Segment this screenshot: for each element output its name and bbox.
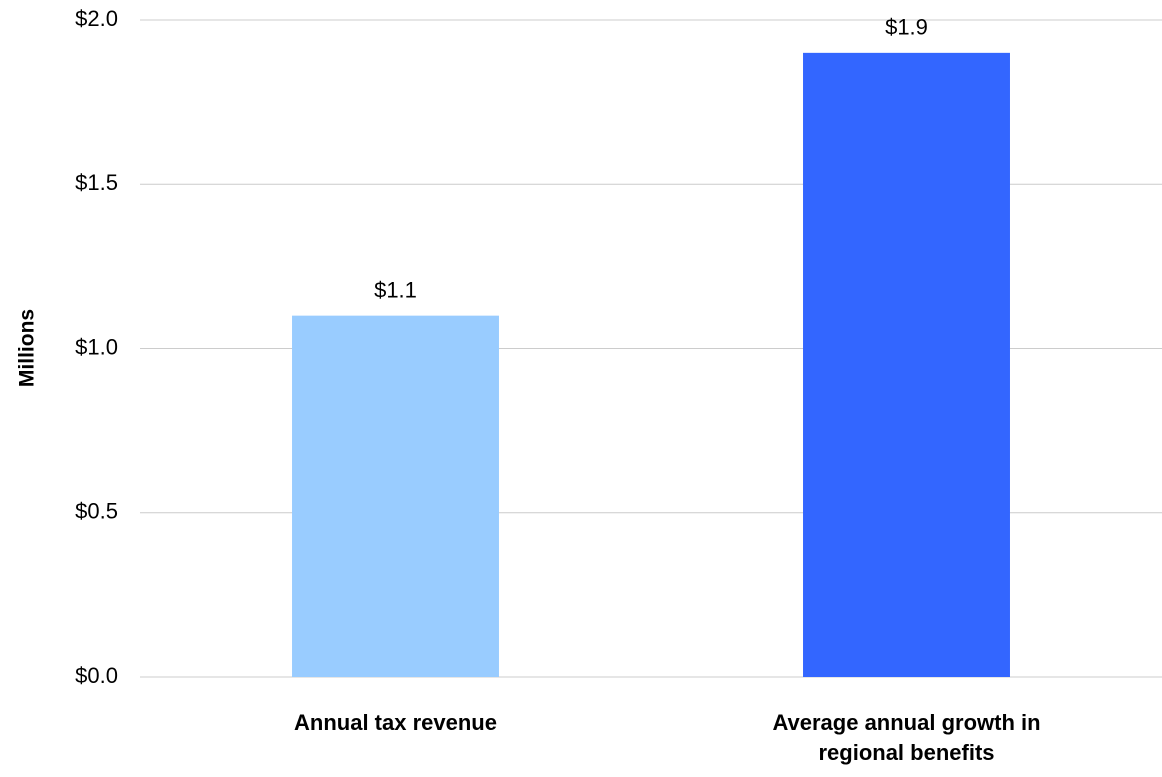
y-tick-label: $1.5 — [75, 170, 118, 195]
y-tick-label: $2.0 — [75, 6, 118, 31]
bar — [292, 315, 499, 677]
y-tick-label: $1.0 — [75, 334, 118, 359]
bar — [803, 52, 1010, 678]
y-tick-label: $0.5 — [75, 499, 118, 524]
data-label: $1.9 — [885, 15, 928, 40]
x-tick-label: Average annual growth in regional benefi… — [772, 710, 1041, 765]
data-label: $1.1 — [374, 277, 417, 302]
x-tick-label: Annual tax revenue — [294, 710, 497, 735]
y-tick-label: $0.0 — [75, 663, 118, 688]
y-axis-label: Millions — [16, 309, 39, 387]
